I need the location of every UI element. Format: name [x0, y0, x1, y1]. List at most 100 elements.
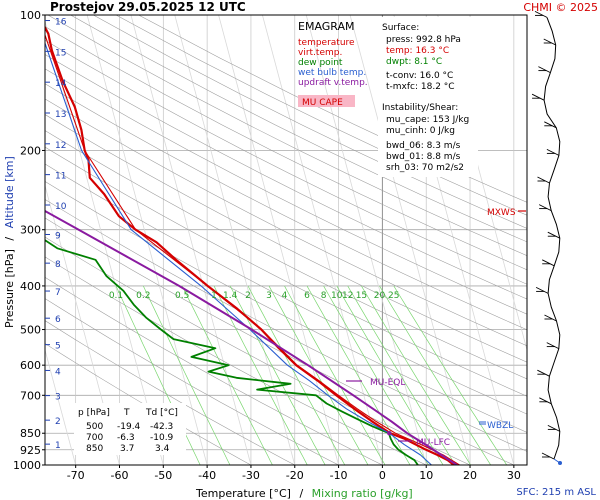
levels-header-t: T	[123, 408, 130, 418]
mixing-ratio-line	[379, 285, 491, 465]
pressure-tick-label: 600	[20, 359, 41, 372]
updraft-virtual-temperature-line	[45, 209, 458, 465]
wet-bulb-line	[45, 41, 432, 465]
mixing-ratio-label: 1	[211, 291, 217, 301]
surface-temp: temp: 16.3 °C	[386, 46, 449, 56]
dry-adiabat-line	[45, 320, 295, 465]
svg-text:Pressure [hPa] /: Pressure [hPa] / Altitude [km]	[3, 156, 16, 328]
isotherm-line	[45, 348, 77, 465]
mixing-ratio-label: 4	[282, 291, 288, 301]
levels-header-p: p [hPa]	[78, 408, 110, 418]
mixing-ratio-label: 10	[331, 291, 343, 301]
pressure-tick-label: 200	[20, 144, 41, 157]
info-panel: Surface: press: 992.8 hPa temp: 16.3 °C …	[378, 17, 478, 177]
altitude-tick-label: 12	[55, 141, 66, 151]
mu-cape-label: MU CAPE	[302, 98, 343, 108]
wind-barb	[537, 176, 550, 184]
sfc-elevation-note: SFC: 215 m ASL	[516, 487, 596, 498]
pressure-tick-label: 100	[20, 9, 41, 22]
wind-barb	[544, 121, 557, 129]
isotherm-line	[130, 15, 252, 465]
altitude-tick-label: 3	[55, 393, 61, 403]
dry-adiabat-line	[45, 83, 527, 331]
mixing-ratio-line	[213, 285, 308, 465]
legend-item-dew-point: dew point	[298, 58, 343, 68]
levels-header-td: Td [°C]	[145, 408, 178, 418]
levels-table-background	[74, 403, 186, 455]
mixing-ratio-line	[361, 285, 471, 465]
pressure-tick-label: 925	[20, 444, 41, 457]
wind-barb	[537, 369, 550, 377]
pressure-tick-label: 300	[20, 224, 41, 237]
isotherm-line	[45, 184, 120, 465]
surface-press: press: 992.8 hPa	[386, 35, 461, 45]
temperature-tick-label: -60	[111, 469, 129, 482]
levels-row-p: 850	[86, 444, 103, 454]
temperature-tick-label: -50	[154, 469, 172, 482]
dry-adiabat-line	[138, 15, 527, 203]
isotherm-line	[45, 19, 164, 465]
mu-eql-label: MU-EQL	[370, 378, 405, 388]
altitude-tick-label: 4	[55, 367, 61, 377]
temperature-tick-label: -10	[330, 469, 348, 482]
lfc-marker	[387, 431, 392, 436]
mixing-ratio-lines	[115, 285, 507, 465]
copyright-text: CHMI © 2025	[523, 1, 598, 14]
isotherm-line	[86, 15, 208, 465]
ylabel-altitude: Altitude [km]	[3, 156, 16, 228]
isotherm-line	[174, 15, 296, 465]
x-axis-label: Temperature [°C] / Mixing ratio [g/kg]	[195, 487, 413, 500]
wind-barb	[547, 231, 560, 239]
temperature-tick-label: 0	[379, 469, 386, 482]
mixing-ratio-line	[268, 285, 369, 465]
wind-barb	[534, 10, 548, 18]
dry-adiabat-line	[45, 236, 471, 465]
info-panel-background	[378, 17, 478, 177]
levels-row-td: -10.9	[150, 433, 174, 443]
temperature-tick-label: 30	[507, 469, 521, 482]
datetime-title: 29.05.2025 12 UTC	[118, 0, 246, 14]
wind-barb	[541, 452, 555, 460]
dry-adiabat-line	[45, 199, 527, 452]
mixing-ratio-label: 12	[342, 291, 353, 301]
dry-adiabat-line	[45, 114, 527, 363]
altitude-tick-label: 13	[55, 110, 66, 120]
wind-barb	[544, 314, 557, 322]
levels-row-td: 3.4	[155, 444, 170, 454]
altitude-tick-label: 2	[55, 417, 61, 427]
altitude-tick-label: 9	[55, 231, 61, 241]
ylabel-separator: /	[3, 237, 16, 241]
altitude-tick-label: 14	[55, 79, 67, 89]
altitude-tick-label: 10	[55, 202, 67, 212]
dry-adiabat-line	[45, 68, 527, 315]
levels-row-p: 500	[86, 422, 103, 432]
dry-adiabat-line	[47, 15, 527, 256]
wind-barb	[538, 204, 552, 212]
dry-adiabat-line	[45, 217, 515, 465]
levels-row-t: 3.7	[120, 444, 134, 454]
shear-bwd01: bwd_01: 8.8 m/s	[386, 152, 461, 162]
mixing-ratio-line	[347, 285, 456, 465]
mixing-ratio-line	[142, 285, 231, 465]
mixing-ratio-line	[284, 285, 386, 465]
mu-cape-badge	[298, 95, 355, 107]
mixing-ratio-line	[115, 285, 201, 465]
mixing-ratio-label: 6	[304, 291, 310, 301]
wind-profile	[531, 10, 562, 465]
shear-bwd06: bwd_06: 8.3 m/s	[386, 141, 461, 151]
legend-item-temperature: temperature	[298, 38, 355, 48]
altitude-tick-label: 5	[55, 342, 61, 352]
mixing-ratio-label: 2	[245, 291, 251, 301]
mixing-ratio-label: 3	[266, 291, 272, 301]
pressure-tick-label: 850	[20, 427, 41, 440]
mixing-ratio-label: 25	[388, 291, 399, 301]
dry-adiabat-line	[45, 256, 427, 465]
mixing-ratio-label: 0.2	[136, 291, 150, 301]
dry-adiabat-line	[45, 39, 527, 285]
instab-mu-cape: mu_cape: 153 J/kg	[386, 115, 469, 125]
mxws-label: MXWS	[487, 208, 516, 218]
mixing-ratio-label: 0.1	[109, 291, 123, 301]
